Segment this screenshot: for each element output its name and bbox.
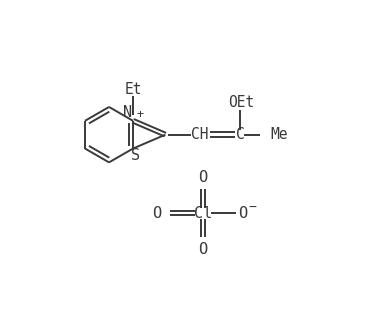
Text: C: C bbox=[236, 127, 245, 142]
Text: +: + bbox=[136, 108, 144, 121]
Text: OEt: OEt bbox=[228, 95, 255, 110]
Text: N: N bbox=[123, 105, 132, 120]
Text: O: O bbox=[199, 242, 207, 257]
Text: Et: Et bbox=[124, 82, 142, 97]
Text: −: − bbox=[248, 201, 256, 214]
Text: S: S bbox=[131, 148, 140, 163]
Text: O: O bbox=[152, 206, 161, 221]
Text: Me: Me bbox=[271, 127, 288, 142]
Text: O: O bbox=[238, 206, 248, 221]
Text: O: O bbox=[199, 169, 207, 184]
Text: Cl: Cl bbox=[194, 206, 212, 221]
Text: CH: CH bbox=[191, 127, 209, 142]
